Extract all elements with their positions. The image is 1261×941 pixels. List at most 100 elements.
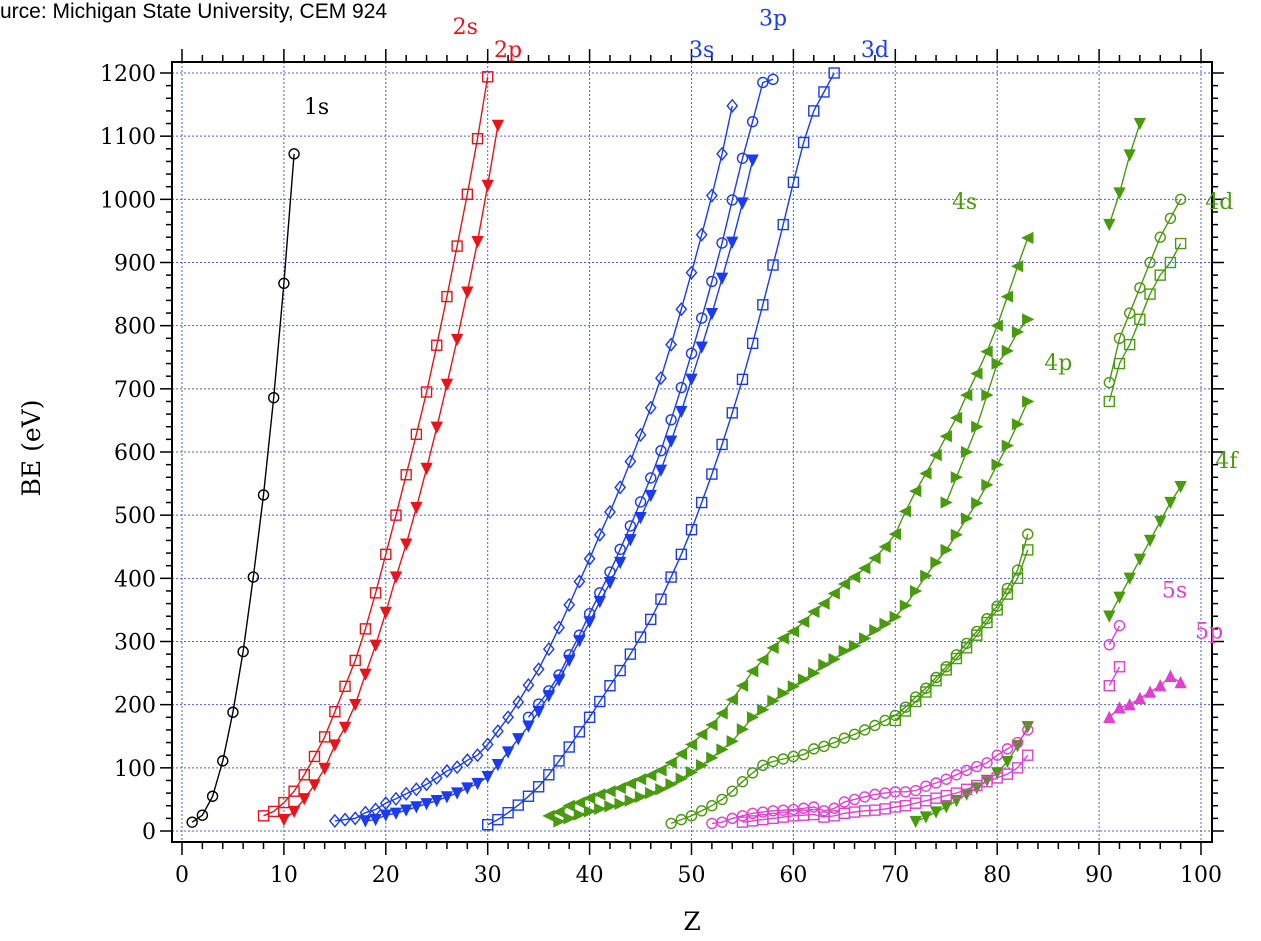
data-point bbox=[940, 496, 953, 509]
data-point bbox=[410, 501, 423, 515]
data-point bbox=[543, 769, 555, 781]
data-point bbox=[675, 772, 688, 785]
data-point bbox=[328, 739, 341, 752]
data-point bbox=[664, 435, 678, 448]
data-point bbox=[716, 816, 728, 828]
data-point bbox=[664, 756, 677, 769]
data-point bbox=[247, 571, 260, 583]
data-point bbox=[604, 566, 616, 578]
data-point bbox=[1001, 439, 1014, 452]
data-point bbox=[808, 105, 820, 117]
data-point bbox=[1022, 395, 1035, 408]
data-point bbox=[909, 695, 922, 708]
data-point bbox=[645, 786, 658, 800]
data-point bbox=[461, 753, 474, 768]
data-point bbox=[807, 605, 820, 618]
data-point bbox=[767, 73, 779, 86]
data-point bbox=[1011, 572, 1024, 585]
data-point bbox=[919, 467, 932, 480]
data-point bbox=[278, 277, 290, 290]
data-point bbox=[818, 658, 831, 672]
data-point bbox=[665, 778, 678, 791]
data-point bbox=[1103, 710, 1116, 723]
data-point bbox=[308, 750, 321, 763]
data-point bbox=[777, 218, 789, 231]
data-point bbox=[960, 512, 974, 525]
series-line bbox=[191, 153, 295, 823]
series-2s bbox=[257, 71, 494, 822]
data-point bbox=[634, 511, 647, 525]
data-point bbox=[603, 785, 616, 798]
y-tick-label: 600 bbox=[114, 441, 156, 466]
data-point bbox=[491, 119, 505, 132]
data-point bbox=[685, 265, 698, 280]
data-point bbox=[553, 620, 565, 635]
data-point bbox=[1164, 496, 1177, 510]
data-point bbox=[971, 760, 983, 773]
data-point bbox=[695, 341, 708, 354]
data-point bbox=[604, 680, 616, 692]
data-point bbox=[1113, 187, 1126, 200]
data-point bbox=[471, 777, 484, 791]
data-point bbox=[288, 785, 300, 797]
series-line bbox=[527, 78, 774, 718]
data-point bbox=[837, 577, 851, 591]
data-point bbox=[502, 806, 514, 819]
data-point bbox=[766, 641, 779, 654]
data-point bbox=[828, 653, 841, 666]
data-point bbox=[645, 472, 657, 484]
data-point bbox=[450, 787, 464, 800]
series-line bbox=[742, 754, 1029, 823]
data-point bbox=[899, 599, 913, 612]
data-point bbox=[298, 793, 311, 806]
y-tick-label: 800 bbox=[114, 315, 156, 340]
data-point bbox=[685, 347, 698, 360]
data-point bbox=[674, 747, 688, 761]
data-point bbox=[757, 759, 769, 772]
data-point bbox=[1164, 256, 1177, 269]
data-point bbox=[746, 665, 759, 678]
data-point bbox=[939, 430, 952, 443]
x-tick-label: 70 bbox=[881, 863, 909, 888]
data-point bbox=[390, 791, 402, 806]
data-point bbox=[1103, 395, 1115, 408]
data-point bbox=[888, 527, 901, 541]
data-point bbox=[919, 811, 933, 824]
data-point bbox=[389, 571, 403, 584]
data-point bbox=[1174, 237, 1187, 250]
data-point bbox=[1001, 344, 1014, 358]
y-tick-label: 300 bbox=[114, 631, 156, 656]
data-point bbox=[522, 720, 535, 733]
series-line bbox=[894, 549, 1029, 722]
data-point bbox=[930, 674, 942, 687]
data-point bbox=[420, 462, 433, 475]
data-point bbox=[991, 458, 1004, 471]
data-point bbox=[1001, 588, 1014, 600]
data-point bbox=[817, 597, 830, 610]
series-label-3p: 3p bbox=[759, 7, 787, 32]
data-point bbox=[950, 794, 963, 808]
y-tick-label: 200 bbox=[114, 694, 156, 719]
data-point bbox=[746, 115, 759, 128]
data-point bbox=[552, 805, 565, 819]
series-label-1s: 1s bbox=[304, 95, 329, 120]
series-label-4f: 4f bbox=[1215, 449, 1239, 474]
data-point bbox=[257, 489, 270, 501]
data-point bbox=[787, 176, 800, 188]
data-point bbox=[420, 386, 433, 398]
series-line bbox=[1108, 625, 1121, 646]
data-point bbox=[838, 644, 851, 658]
data-point bbox=[797, 748, 810, 761]
data-point bbox=[655, 783, 668, 796]
series-line bbox=[1108, 666, 1121, 687]
data-point bbox=[767, 755, 779, 768]
data-point bbox=[594, 587, 606, 599]
y-axis-title: BE (eV) bbox=[17, 400, 46, 497]
data-point bbox=[553, 669, 565, 681]
data-point bbox=[532, 662, 545, 677]
data-point bbox=[1154, 515, 1167, 529]
x-tick-label: 0 bbox=[175, 863, 189, 888]
data-point bbox=[776, 632, 789, 645]
data-point bbox=[705, 718, 718, 732]
data-point bbox=[726, 236, 739, 249]
